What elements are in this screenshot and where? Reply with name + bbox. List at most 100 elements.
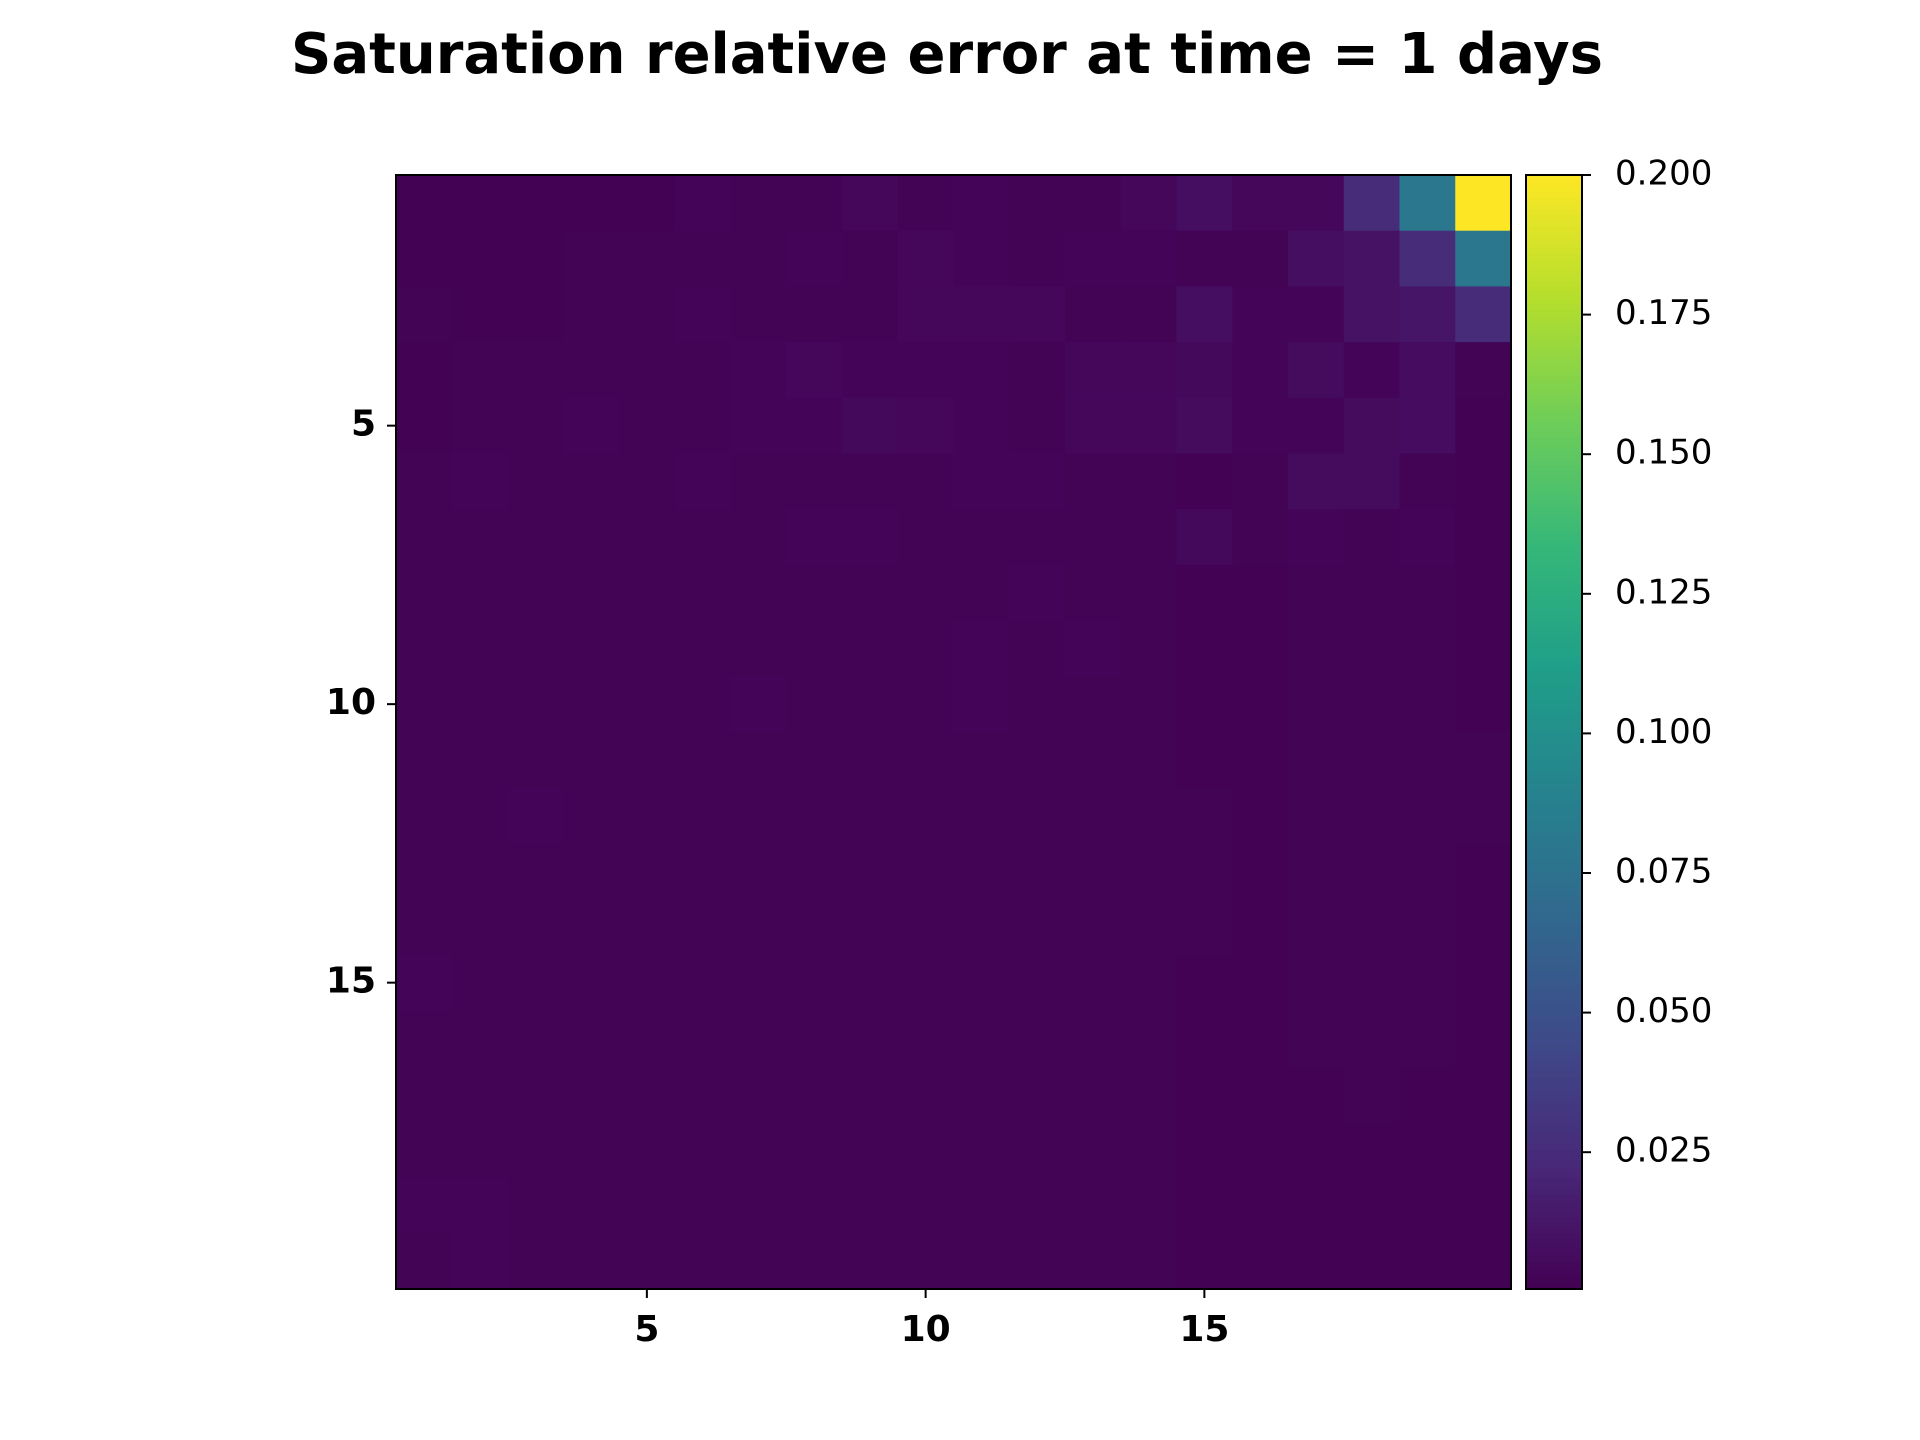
colorbar-segment bbox=[1526, 1121, 1582, 1129]
heat-cell bbox=[507, 899, 564, 956]
heat-cell bbox=[1065, 843, 1122, 900]
heat-cell bbox=[674, 1233, 731, 1290]
heat-cell bbox=[1176, 564, 1233, 622]
heat-cell bbox=[786, 397, 843, 454]
colorbar-segment bbox=[1526, 1255, 1582, 1262]
colorbar-segment bbox=[1526, 1038, 1582, 1045]
heat-cell bbox=[507, 1066, 564, 1123]
heat-cell bbox=[451, 620, 508, 677]
heat-cell bbox=[1009, 397, 1066, 454]
colorbar-segment bbox=[1526, 954, 1582, 961]
colorbar-segment bbox=[1526, 737, 1582, 744]
heat-cell bbox=[674, 509, 731, 566]
heat-cell bbox=[1009, 954, 1066, 1011]
heat-cell bbox=[1343, 175, 1400, 232]
heat-cell bbox=[1120, 342, 1177, 399]
heat-cell bbox=[507, 1121, 564, 1179]
heat-cell bbox=[563, 676, 620, 733]
heat-cell bbox=[619, 453, 676, 510]
colorbar-segment bbox=[1526, 626, 1582, 633]
heat-cell bbox=[1343, 1066, 1400, 1123]
heat-cell bbox=[1232, 787, 1289, 844]
heat-cell bbox=[1176, 397, 1233, 454]
heat-cell bbox=[786, 954, 843, 1011]
colorbar-segment bbox=[1526, 570, 1582, 577]
heat-cell bbox=[1455, 620, 1512, 677]
heat-cell bbox=[842, 1066, 899, 1123]
heat-cell bbox=[1288, 509, 1345, 566]
colorbar-segment bbox=[1526, 1071, 1582, 1078]
heat-cell bbox=[897, 620, 954, 677]
heat-cell bbox=[842, 1121, 899, 1179]
heat-cell bbox=[563, 1177, 620, 1234]
heat-cell bbox=[619, 1066, 676, 1123]
colorbar-segment bbox=[1526, 1244, 1582, 1251]
colorbar-segment bbox=[1526, 392, 1582, 399]
colorbar-segment bbox=[1526, 843, 1582, 850]
colorbar-segment bbox=[1526, 1144, 1582, 1151]
colorbar-segment bbox=[1526, 982, 1582, 989]
heat-cell bbox=[786, 509, 843, 566]
colorbar-segment bbox=[1526, 236, 1582, 243]
colorbar-tick-label: 0.075 bbox=[1615, 851, 1712, 891]
heat-cell bbox=[396, 1177, 453, 1234]
heat-cell bbox=[507, 620, 564, 677]
heat-cell bbox=[1399, 843, 1456, 900]
heat-cell bbox=[507, 175, 564, 232]
heat-cell bbox=[1343, 1233, 1400, 1290]
colorbar-segment bbox=[1526, 459, 1582, 466]
heat-cell bbox=[1232, 1177, 1289, 1234]
heat-cell bbox=[730, 732, 787, 789]
colorbar-segment bbox=[1526, 704, 1582, 711]
heat-cell bbox=[953, 175, 1010, 232]
heat-cell bbox=[842, 1010, 899, 1067]
heat-cell bbox=[1399, 676, 1456, 733]
heat-cell bbox=[1009, 787, 1066, 844]
heat-cell bbox=[730, 286, 787, 343]
heat-cell bbox=[563, 1066, 620, 1123]
colorbar-segment bbox=[1526, 848, 1582, 856]
colorbar-segment bbox=[1526, 375, 1582, 382]
heat-cell bbox=[1176, 843, 1233, 900]
heat-cell bbox=[563, 286, 620, 343]
colorbar-segment bbox=[1526, 436, 1582, 443]
heat-cell bbox=[1120, 620, 1177, 677]
colorbar-segment bbox=[1526, 715, 1582, 722]
heat-cell bbox=[786, 230, 843, 287]
heat-cell bbox=[619, 954, 676, 1011]
heat-cell bbox=[842, 620, 899, 677]
heat-cell bbox=[1232, 1233, 1289, 1290]
heat-cell bbox=[1232, 732, 1289, 789]
heat-cell bbox=[1288, 899, 1345, 956]
heat-cell bbox=[1399, 732, 1456, 789]
colorbar-segment bbox=[1526, 1177, 1582, 1184]
heat-cell bbox=[674, 453, 731, 510]
heat-cell bbox=[1288, 1066, 1345, 1123]
colorbar-segment bbox=[1526, 213, 1582, 221]
heat-cell bbox=[842, 453, 899, 510]
heat-cell bbox=[1343, 899, 1400, 956]
heat-cell bbox=[1399, 1066, 1456, 1123]
heat-cell bbox=[1399, 397, 1456, 454]
heat-cell bbox=[451, 286, 508, 343]
colorbar-segment bbox=[1526, 537, 1582, 544]
heat-cell bbox=[1009, 899, 1066, 956]
heat-cell bbox=[396, 954, 453, 1011]
colorbar-segment bbox=[1526, 732, 1582, 739]
colorbar-segment bbox=[1526, 887, 1582, 895]
colorbar-segment bbox=[1526, 665, 1582, 672]
colorbar-segment bbox=[1526, 1266, 1582, 1273]
heat-cell bbox=[1455, 676, 1512, 733]
heat-cell bbox=[1176, 509, 1233, 566]
heat-cell bbox=[1065, 509, 1122, 566]
heat-cell bbox=[953, 397, 1010, 454]
heat-cell bbox=[1455, 1233, 1512, 1290]
heat-cell bbox=[953, 342, 1010, 399]
colorbar-segment bbox=[1526, 1027, 1582, 1034]
heat-cell bbox=[953, 732, 1010, 789]
heat-cell bbox=[1009, 509, 1066, 566]
colorbar-segment bbox=[1526, 542, 1582, 549]
heat-cell bbox=[619, 397, 676, 454]
heat-cell bbox=[674, 899, 731, 956]
heat-cell bbox=[563, 564, 620, 622]
